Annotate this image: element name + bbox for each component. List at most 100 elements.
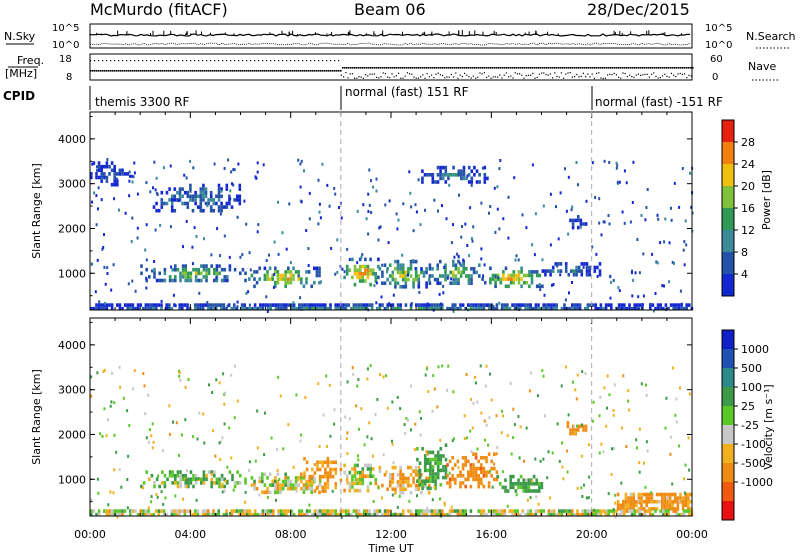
heatmap-cell	[531, 479, 534, 483]
nave-point	[294, 60, 296, 62]
nave-point	[558, 76, 560, 78]
heatmap-cell	[568, 291, 570, 295]
heatmap-cell	[279, 486, 282, 491]
heatmap-cell	[189, 187, 192, 191]
heatmap-cell	[485, 470, 488, 474]
heatmap-cell	[483, 263, 486, 267]
heatmap-cell	[591, 512, 595, 517]
heatmap-cell	[524, 512, 527, 517]
heatmap-cell	[566, 470, 569, 474]
heatmap-cell	[230, 373, 233, 377]
freq-point	[436, 67, 438, 69]
heatmap-cell	[131, 216, 134, 220]
heatmap-cell	[689, 499, 693, 504]
heatmap-cell	[300, 277, 303, 281]
heatmap-cell	[477, 481, 480, 485]
heatmap-cell	[276, 270, 280, 274]
freq-point	[552, 67, 554, 69]
heatmap-cell	[160, 299, 163, 303]
heatmap-cell	[219, 440, 222, 444]
heatmap-cell	[431, 475, 435, 480]
heatmap-cell	[386, 277, 389, 282]
nave-point	[503, 74, 505, 76]
heatmap-cell	[439, 454, 443, 458]
heatmap-cell	[681, 499, 685, 504]
heatmap-cell	[106, 266, 109, 270]
heatmap-cell	[184, 264, 187, 268]
heatmap-cell	[350, 306, 353, 311]
heatmap-cell	[303, 306, 306, 311]
heatmap-cell	[153, 267, 156, 272]
heatmap-cell	[421, 180, 424, 184]
heatmap-cell	[573, 306, 577, 311]
heatmap-cell	[444, 475, 448, 480]
heatmap-cell	[192, 166, 195, 170]
freq-point	[242, 70, 244, 72]
freq-point	[330, 70, 332, 72]
nave-point	[302, 60, 304, 62]
heatmap-cell	[629, 220, 632, 224]
heatmap-cell	[205, 275, 208, 279]
colorbar-segment	[722, 368, 734, 387]
heatmap-cell	[456, 509, 460, 513]
heatmap-cell	[478, 180, 481, 184]
freq-point	[202, 70, 204, 72]
heatmap-cell	[474, 303, 478, 307]
heatmap-cell	[284, 280, 287, 285]
heatmap-cell	[318, 303, 322, 307]
heatmap-cell	[265, 259, 268, 262]
heatmap-cell	[107, 503, 110, 507]
heatmap-cell	[318, 474, 322, 479]
heatmap-cell	[103, 265, 106, 269]
heatmap-cell	[382, 453, 385, 457]
heatmap-cell	[661, 284, 664, 288]
heatmap-cell	[429, 472, 432, 476]
heatmap-cell	[274, 483, 277, 487]
nave-point	[174, 60, 176, 62]
heatmap-cell	[409, 384, 412, 388]
heatmap-cell	[334, 512, 337, 517]
heatmap-cell	[217, 509, 220, 513]
heatmap-cell	[454, 509, 457, 513]
heatmap-cell	[191, 262, 194, 266]
heatmap-cell	[147, 393, 150, 397]
heatmap-cell	[435, 306, 437, 310]
heatmap-cell	[124, 211, 127, 215]
heatmap-cell	[500, 512, 504, 517]
heatmap-cell	[394, 306, 397, 311]
nave-point	[479, 72, 481, 74]
nave-point	[615, 74, 617, 76]
heatmap-cell	[569, 428, 572, 432]
heatmap-cell	[218, 441, 221, 445]
heatmap-cell	[199, 205, 203, 209]
heatmap-cell	[441, 364, 444, 368]
heatmap-cell	[261, 490, 264, 495]
heatmap-cell	[528, 389, 531, 393]
heatmap-cell	[292, 266, 295, 271]
nave-point	[362, 77, 364, 79]
velocity-heatmap	[90, 364, 694, 519]
heatmap-cell	[296, 478, 299, 482]
heatmap-cell	[669, 452, 672, 456]
heatmap-cell	[378, 509, 382, 513]
heatmap-cell	[578, 306, 582, 311]
heatmap-cell	[461, 225, 463, 228]
heatmap-cell	[535, 273, 539, 278]
heatmap-cell	[149, 512, 153, 517]
heatmap-cell	[683, 263, 686, 267]
heatmap-cell	[377, 486, 380, 490]
heatmap-cell	[311, 303, 314, 307]
heatmap-cell	[629, 499, 633, 504]
heatmap-cell	[538, 482, 541, 486]
nave-point	[439, 74, 441, 76]
heatmap-cell	[549, 272, 552, 277]
freq-point	[258, 70, 260, 72]
freq-point	[142, 70, 144, 72]
heatmap-cell	[465, 176, 468, 181]
heatmap-cell	[198, 411, 201, 415]
heatmap-cell	[396, 263, 400, 267]
heatmap-cell	[470, 180, 474, 184]
heatmap-cell	[460, 169, 463, 173]
heatmap-cell	[436, 465, 440, 469]
freq-point	[186, 70, 188, 72]
